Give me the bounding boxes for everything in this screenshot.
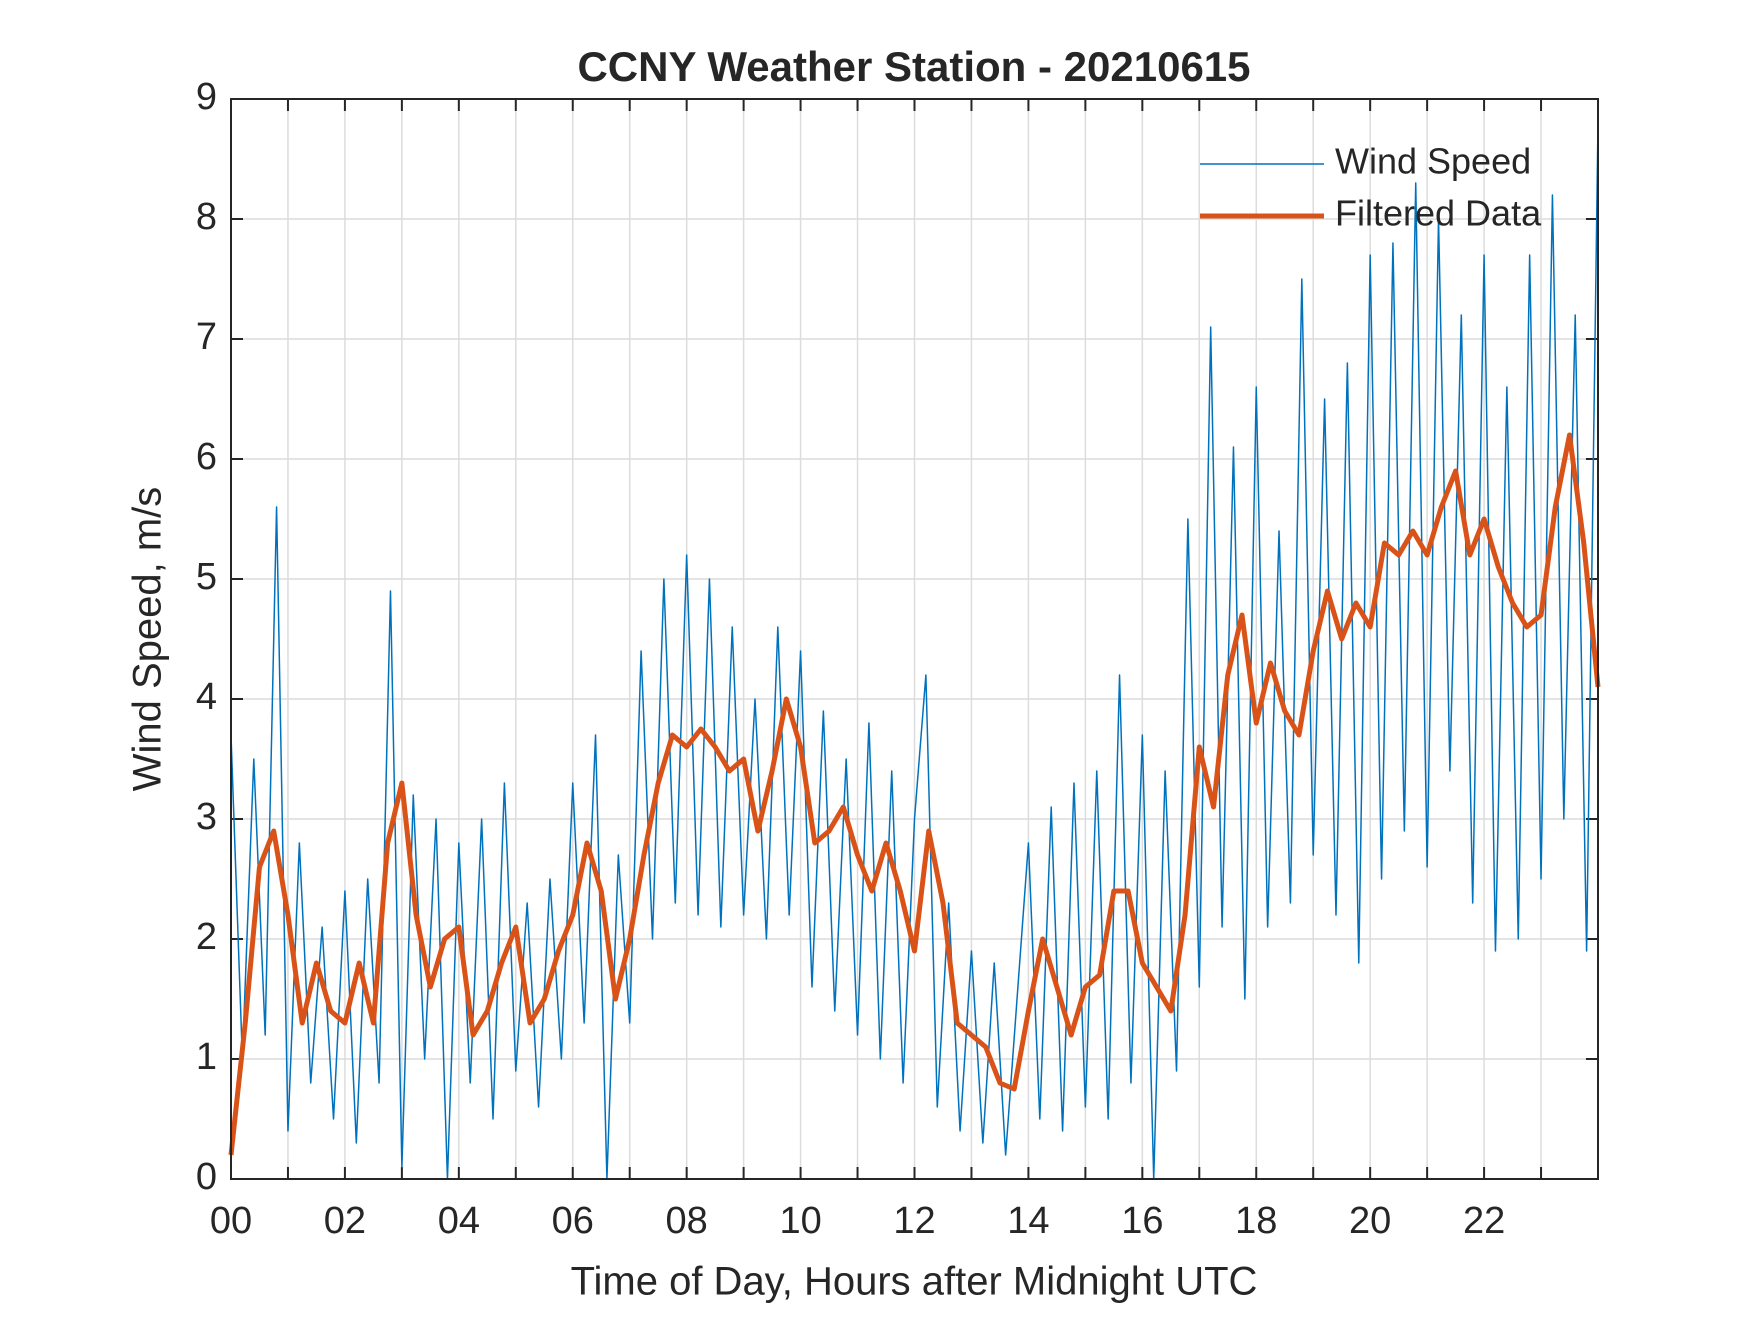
y-tick-label: 7: [196, 316, 217, 358]
x-tick-label: 22: [1463, 1200, 1505, 1242]
y-tick-label: 8: [196, 196, 217, 238]
x-tick-label: 02: [324, 1200, 366, 1242]
data-line: [230, 122, 1599, 1180]
x-axis-label: Time of Day, Hours after Midnight UTC: [571, 1260, 1258, 1304]
y-tick-label: 5: [196, 556, 217, 598]
data-line: [228, 432, 1601, 1156]
axes-box: [230, 98, 1599, 1180]
x-tick-label: 14: [1007, 1200, 1049, 1242]
x-tick-label: 00: [210, 1200, 252, 1242]
y-tick-label: 6: [196, 436, 217, 478]
y-tick-label: 4: [196, 676, 217, 718]
y-tick-label: 9: [196, 76, 217, 118]
legend-label: Filtered Data: [1335, 193, 1542, 234]
x-tick-label: 20: [1349, 1200, 1391, 1242]
x-tick-label: 16: [1121, 1200, 1163, 1242]
x-tick-label: 12: [893, 1200, 935, 1242]
x-tick-label: 18: [1235, 1200, 1277, 1242]
y-tick-label: 3: [196, 796, 217, 838]
x-tick-label: 04: [438, 1200, 480, 1242]
x-tick-label: 10: [779, 1200, 821, 1242]
chart-title: CCNY Weather Station - 20210615: [577, 43, 1250, 90]
y-tick-label: 1: [196, 1036, 217, 1078]
y-tick-label: 2: [196, 916, 217, 958]
y-tick-label: 0: [196, 1156, 217, 1198]
legend-label: Wind Speed: [1335, 141, 1531, 182]
x-tick-label: 06: [552, 1200, 594, 1242]
x-tick-label: 08: [666, 1200, 708, 1242]
y-axis-label: Wind Speed, m/s: [126, 487, 170, 792]
